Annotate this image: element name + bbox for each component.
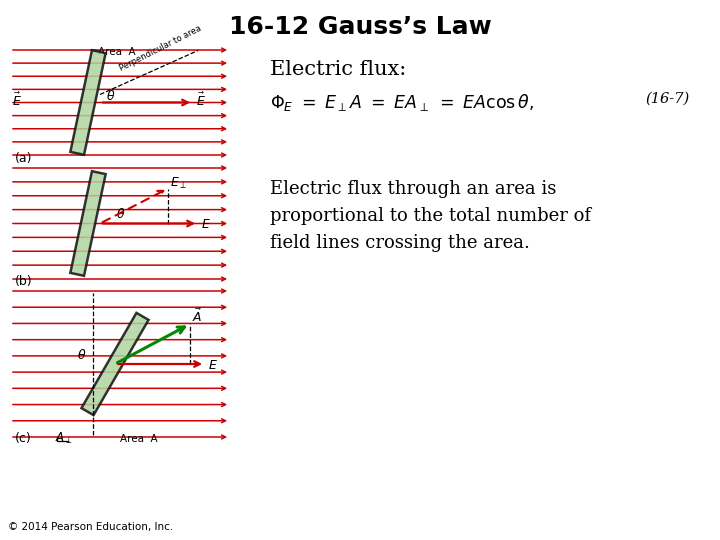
Polygon shape	[71, 171, 106, 276]
Text: $\theta$: $\theta$	[106, 90, 115, 104]
Text: (16-7): (16-7)	[645, 92, 689, 106]
Text: $E$: $E$	[201, 219, 211, 232]
Text: $\vec{A}$: $\vec{A}$	[192, 308, 202, 325]
Text: $E$: $E$	[208, 359, 218, 372]
Text: (c): (c)	[15, 432, 32, 445]
Polygon shape	[81, 313, 148, 415]
Text: Area  A: Area A	[120, 434, 158, 444]
Text: (b): (b)	[15, 275, 32, 288]
Text: Electric flux:: Electric flux:	[270, 60, 406, 79]
Text: $\Phi_E \ = \ E_{\perp} A \ = \ E A_{\perp} \ = \ E A \cos\theta,$: $\Phi_E \ = \ E_{\perp} A \ = \ E A_{\pe…	[270, 92, 534, 113]
Text: $\theta$: $\theta$	[77, 348, 86, 362]
Text: $E_\perp$: $E_\perp$	[170, 176, 187, 191]
Text: 16-12 Gauss’s Law: 16-12 Gauss’s Law	[229, 15, 491, 39]
Text: Electric flux through an area is
proportional to the total number of
field lines: Electric flux through an area is proport…	[270, 180, 591, 252]
Polygon shape	[71, 50, 106, 155]
Text: Area  A: Area A	[98, 47, 135, 57]
Text: $\vec{E}$: $\vec{E}$	[12, 92, 22, 110]
Text: $\theta$: $\theta$	[116, 207, 125, 221]
Text: Perpendicular to area: Perpendicular to area	[118, 23, 203, 72]
Text: $A_\perp$: $A_\perp$	[55, 431, 73, 446]
Text: (a): (a)	[15, 152, 32, 165]
Text: © 2014 Pearson Education, Inc.: © 2014 Pearson Education, Inc.	[8, 522, 174, 532]
Text: $\vec{E}$: $\vec{E}$	[196, 92, 206, 110]
